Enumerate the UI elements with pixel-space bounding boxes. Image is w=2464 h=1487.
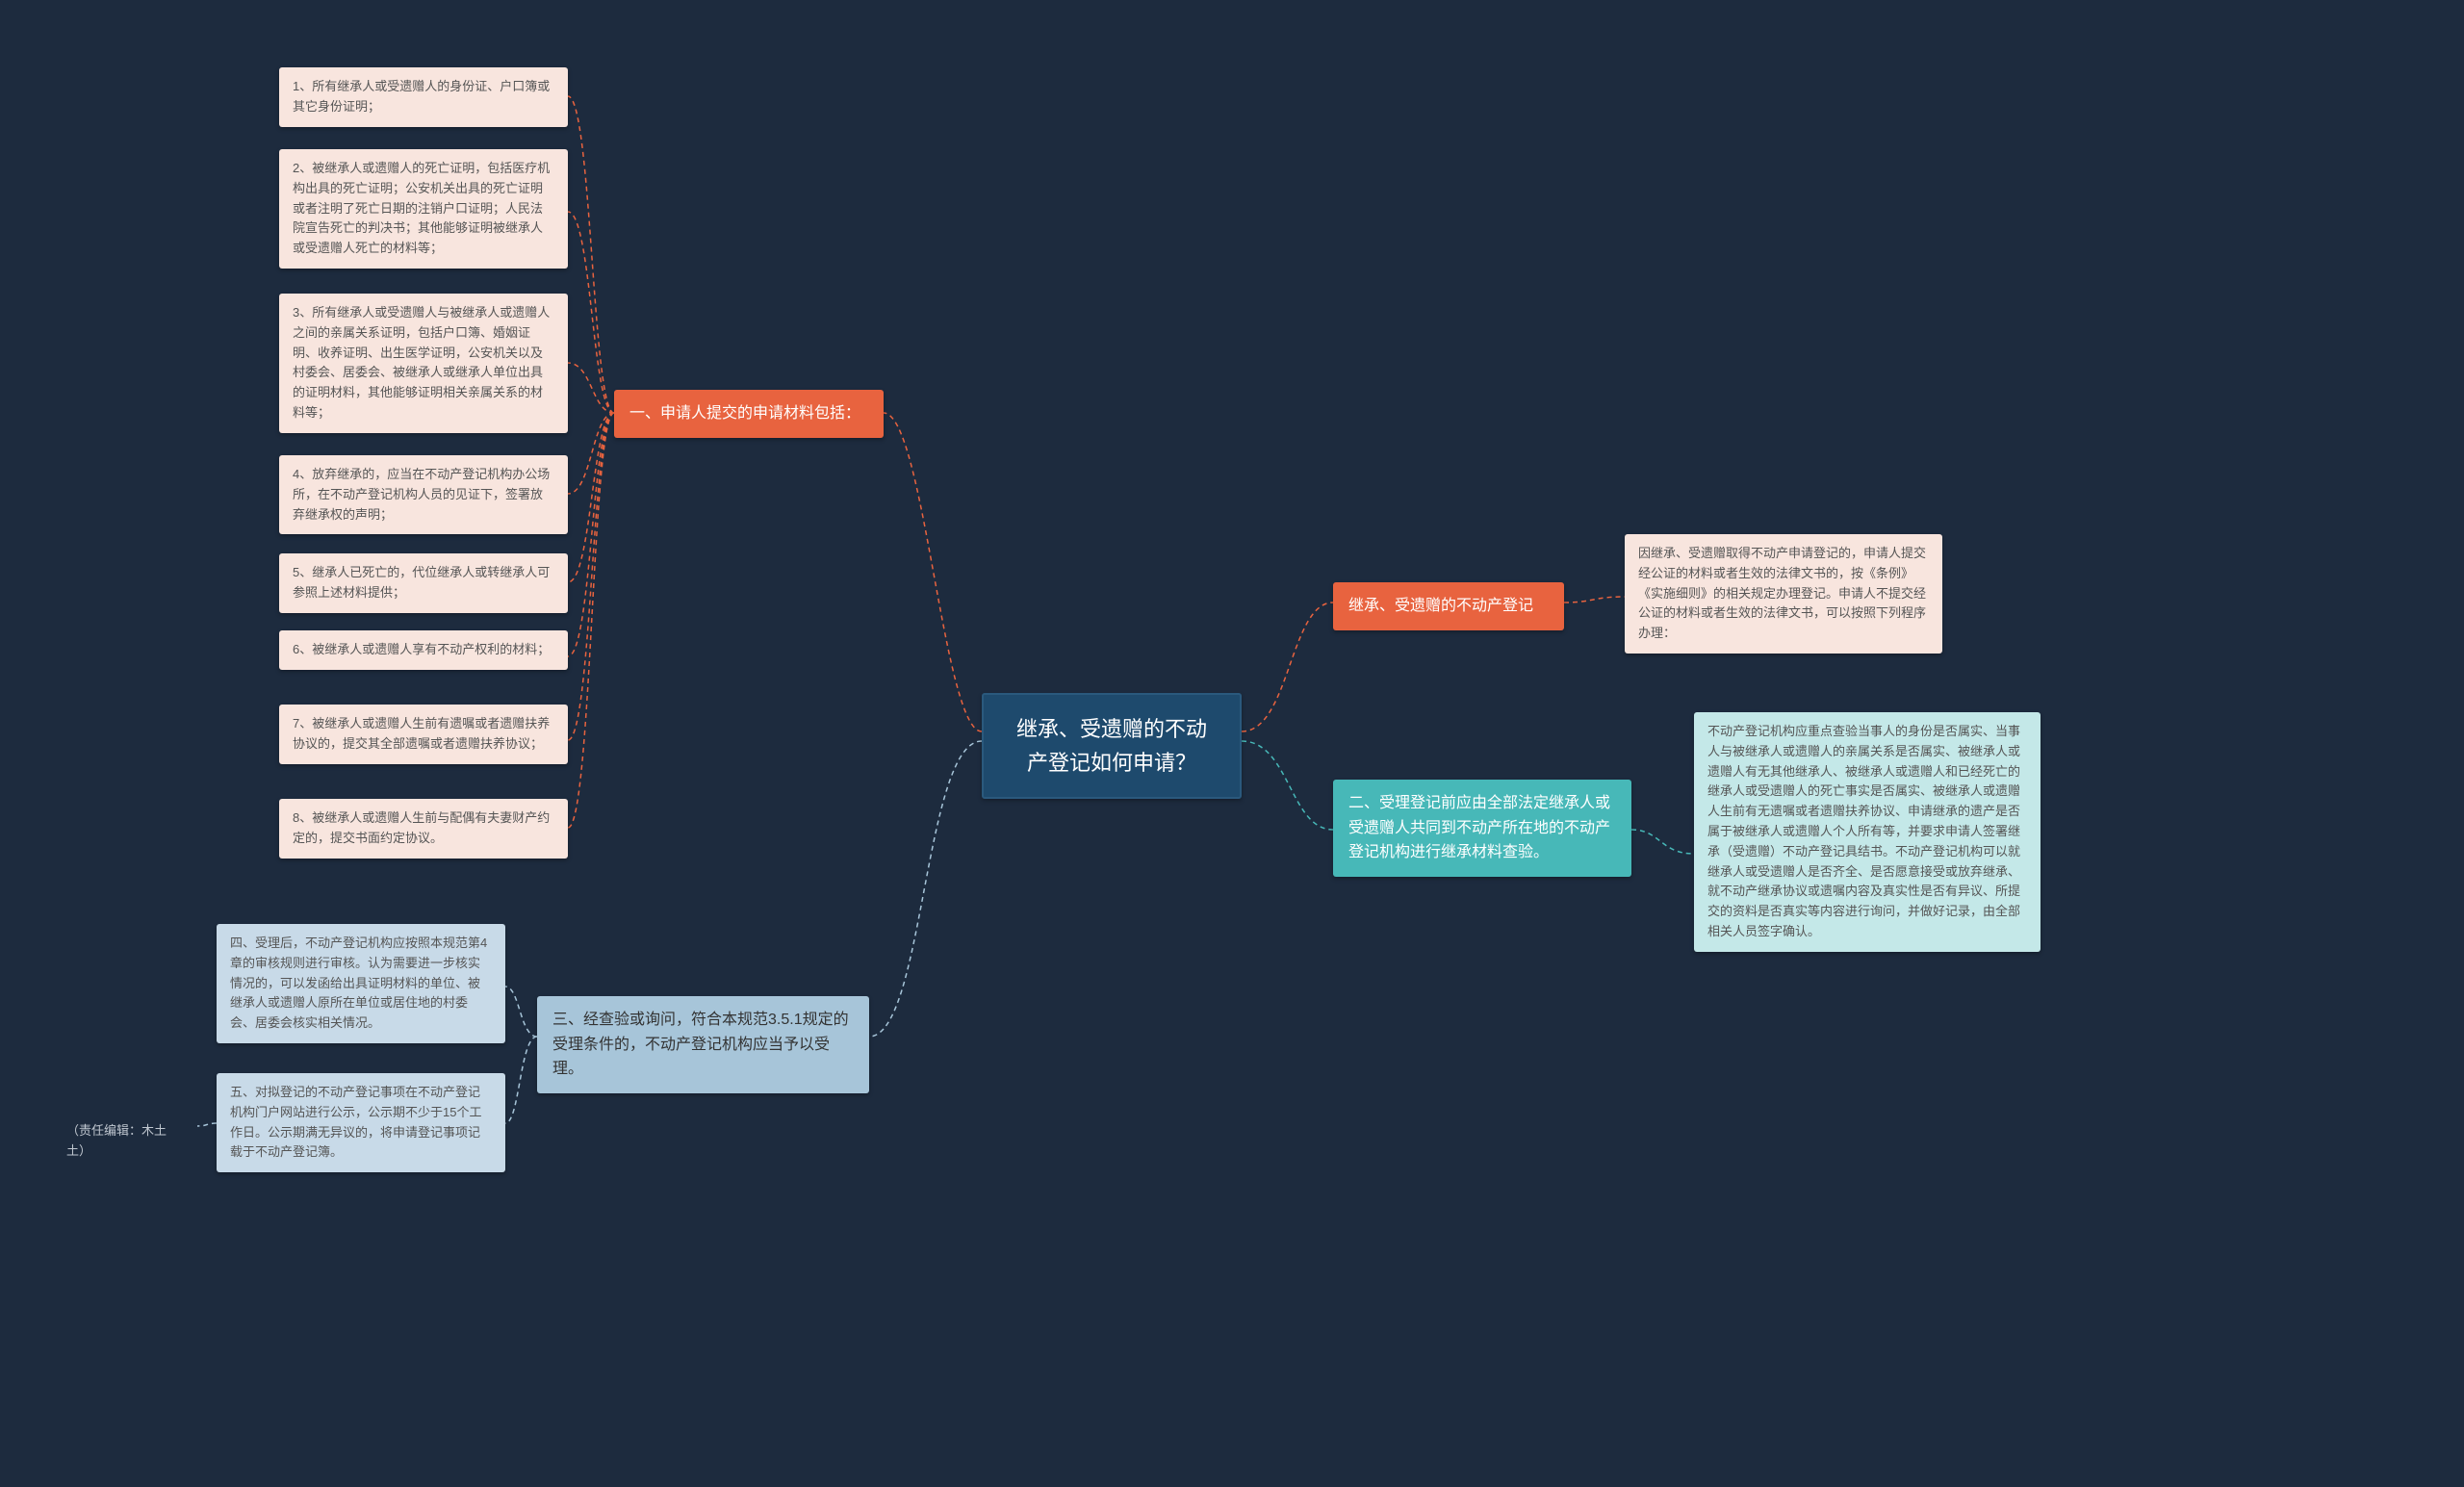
central-topic[interactable]: 继承、受遗赠的不动产登记如何申请？ (982, 693, 1242, 799)
leaf-1-7[interactable]: 7、被继承人或遗赠人生前有遗嘱或者遗赠扶养协议的，提交其全部遗嘱或者遗赠扶养协议… (279, 705, 568, 764)
leaf-3-1[interactable]: 不动产登记机构应重点查验当事人的身份是否属实、当事人与被继承人或遗赠人的亲属关系… (1694, 712, 2040, 952)
leaf-1-4[interactable]: 4、放弃继承的，应当在不动产登记机构办公场所，在不动产登记机构人员的见证下，签署… (279, 455, 568, 534)
leaf-2-1[interactable]: 因继承、受遗赠取得不动产申请登记的，申请人提交经公证的材料或者生效的法律文书的，… (1625, 534, 1942, 654)
leaf-1-5[interactable]: 5、继承人已死亡的，代位继承人或转继承人可参照上述材料提供； (279, 553, 568, 613)
editor-credit: （责任编辑：木土土） (53, 1112, 197, 1171)
leaf-1-1[interactable]: 1、所有继承人或受遗赠人的身份证、户口簿或其它身份证明； (279, 67, 568, 127)
leaf-1-2[interactable]: 2、被继承人或遗赠人的死亡证明，包括医疗机构出具的死亡证明；公安机关出具的死亡证… (279, 149, 568, 269)
branch-1[interactable]: 一、申请人提交的申请材料包括： (614, 390, 884, 438)
leaf-1-3[interactable]: 3、所有继承人或受遗赠人与被继承人或遗赠人之间的亲属关系证明，包括户口簿、婚姻证… (279, 294, 568, 433)
branch-4[interactable]: 三、经查验或询问，符合本规范3.5.1规定的受理条件的，不动产登记机构应当予以受… (537, 996, 869, 1093)
leaf-1-6[interactable]: 6、被继承人或遗赠人享有不动产权利的材料； (279, 630, 568, 670)
leaf-4-2[interactable]: 五、对拟登记的不动产登记事项在不动产登记机构门户网站进行公示，公示期不少于15个… (217, 1073, 505, 1172)
leaf-4-1[interactable]: 四、受理后，不动产登记机构应按照本规范第4章的审核规则进行审核。认为需要进一步核… (217, 924, 505, 1043)
leaf-1-8[interactable]: 8、被继承人或遗赠人生前与配偶有夫妻财产约定的，提交书面约定协议。 (279, 799, 568, 859)
branch-2[interactable]: 继承、受遗赠的不动产登记 (1333, 582, 1564, 630)
branch-3[interactable]: 二、受理登记前应由全部法定继承人或受遗赠人共同到不动产所在地的不动产登记机构进行… (1333, 780, 1631, 877)
